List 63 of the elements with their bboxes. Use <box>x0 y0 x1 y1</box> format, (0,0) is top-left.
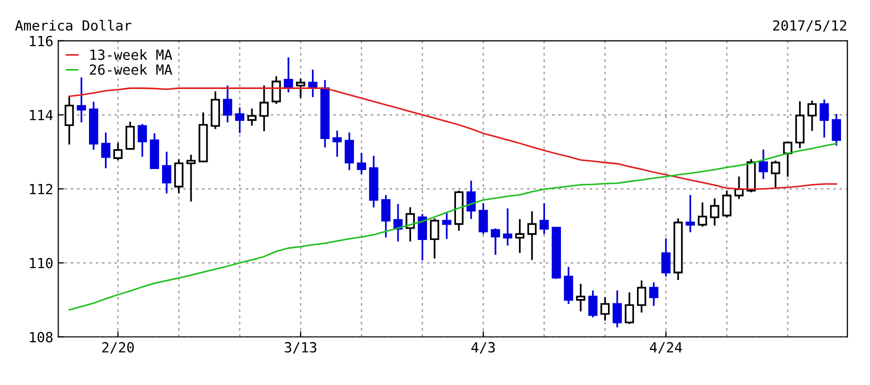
line-series <box>68 142 838 311</box>
candlestick <box>527 211 537 260</box>
y-tick-label: 110 <box>30 258 53 268</box>
candlestick <box>686 195 695 232</box>
y-tick-label: 112 <box>30 184 52 194</box>
candlestick <box>515 219 524 253</box>
candlestick <box>406 207 415 242</box>
candlestick <box>661 238 671 277</box>
y-tick-label: 108 <box>30 332 53 342</box>
candlestick <box>540 203 549 234</box>
candlestick <box>442 212 452 239</box>
candlestick <box>466 180 476 219</box>
candlestick <box>418 214 427 260</box>
candlestick <box>624 292 634 324</box>
candlestick <box>356 152 366 175</box>
legend-label: 26-week MA <box>90 64 172 75</box>
candlestick <box>430 218 440 259</box>
candlestick <box>222 85 232 122</box>
candlestick <box>503 208 512 246</box>
chart-title: America Dollar <box>15 20 132 31</box>
candlestick <box>284 57 294 92</box>
candlestick <box>807 100 817 131</box>
candlestick <box>758 150 768 179</box>
candlestick <box>564 266 574 304</box>
candlestick <box>832 114 842 146</box>
candlestick <box>138 124 147 157</box>
x-tick-label: 2/20 <box>102 342 134 354</box>
candlestick <box>722 190 732 218</box>
candlestick <box>783 142 792 177</box>
y-tick-label: 114 <box>30 110 53 120</box>
candlestick <box>600 297 610 321</box>
y-tick-label: 116 <box>30 36 53 46</box>
candlestick <box>101 132 110 168</box>
candlestick <box>576 284 586 312</box>
legend-label: 13-week MA <box>90 49 172 60</box>
candlestick <box>588 290 598 318</box>
candlestick <box>247 108 257 126</box>
candlestick <box>698 202 708 227</box>
candlestick <box>259 85 269 132</box>
candlestick <box>612 290 622 328</box>
candlestick <box>381 195 390 238</box>
candlestick <box>76 77 86 122</box>
candlestick <box>770 160 780 188</box>
candlestick <box>478 203 488 234</box>
candlestick <box>113 142 123 160</box>
candlestick <box>490 228 500 255</box>
candlestick <box>296 78 306 98</box>
candlestick <box>710 198 720 226</box>
candlestick <box>636 280 646 313</box>
candlestick <box>235 107 244 134</box>
candlestick <box>649 282 658 306</box>
candlestick <box>174 159 184 194</box>
candlestick <box>186 154 196 202</box>
candlestick <box>332 130 342 157</box>
x-tick-label: 4/24 <box>650 342 682 354</box>
candlestick <box>344 132 354 170</box>
candlestick <box>162 152 172 194</box>
chart-subtitle: 2017/5/12 <box>773 20 846 32</box>
candlestick <box>820 100 829 138</box>
candlestick <box>272 76 281 104</box>
candlestick <box>126 122 135 150</box>
x-tick-label: 4/3 <box>471 342 495 354</box>
x-tick-label: 3/13 <box>284 342 316 354</box>
